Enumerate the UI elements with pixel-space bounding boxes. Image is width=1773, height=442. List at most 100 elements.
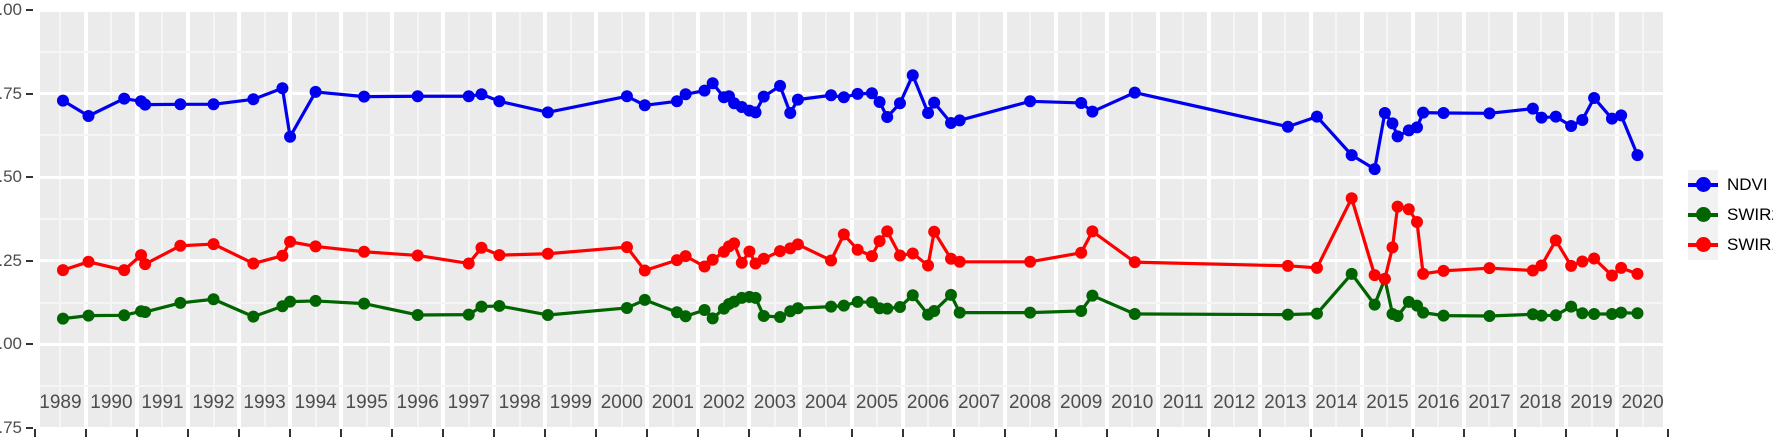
x-tick-mark	[901, 429, 904, 437]
x-tick-label: 2002	[702, 392, 746, 413]
data-point	[541, 106, 554, 119]
x-tick-mark	[1309, 429, 1312, 437]
data-point	[837, 299, 850, 312]
data-point	[1615, 109, 1628, 122]
data-point	[247, 93, 260, 106]
data-point	[462, 257, 475, 270]
x-tick-label: 2005	[855, 392, 899, 413]
data-point	[1128, 86, 1141, 99]
data-point	[670, 95, 683, 108]
data-point	[1128, 307, 1141, 320]
data-point	[462, 90, 475, 103]
data-point	[207, 98, 220, 111]
data-point	[698, 260, 711, 273]
y-tick-label: 1.25	[0, 250, 22, 270]
data-point	[1378, 272, 1391, 285]
x-tick-mark	[1513, 429, 1516, 437]
data-point	[82, 309, 95, 322]
y-tick-mark	[26, 9, 33, 11]
data-point	[698, 303, 711, 316]
data-point	[706, 77, 719, 90]
x-tick-mark	[748, 429, 751, 437]
data-point	[791, 93, 804, 106]
data-point	[1605, 307, 1618, 320]
x-tick-mark	[289, 429, 292, 437]
data-point	[851, 295, 864, 308]
x-tick-label: 2003	[753, 392, 797, 413]
y-tick-label: 1.00	[0, 334, 22, 354]
x-tick-label: 2000	[600, 392, 643, 413]
data-point	[493, 95, 506, 108]
y-tick-mark	[26, 176, 33, 179]
data-point	[276, 249, 289, 262]
data-point	[620, 90, 633, 103]
x-tick-mark	[1156, 429, 1159, 437]
legend-item-ndvi[interactable]: NDVI	[1688, 170, 1772, 200]
data-point	[1549, 309, 1562, 322]
data-point	[757, 252, 770, 265]
data-point	[309, 294, 322, 307]
data-point	[207, 293, 220, 306]
legend-key-icon	[1688, 200, 1718, 230]
x-tick-mark	[1105, 429, 1108, 437]
data-point	[774, 79, 787, 92]
data-point	[620, 241, 633, 254]
x-tick-mark	[952, 429, 955, 437]
y-gridline-major	[40, 10, 1663, 12]
x-tick-mark	[1411, 429, 1414, 437]
data-point	[174, 239, 187, 252]
data-point	[679, 88, 692, 101]
x-tick-label: 2016	[1417, 392, 1460, 413]
data-point	[475, 300, 488, 313]
x-tick-mark	[850, 429, 853, 437]
data-point	[284, 235, 297, 248]
data-point	[118, 309, 131, 322]
data-point	[1483, 107, 1496, 120]
x-tick-label: 1993	[243, 392, 286, 413]
data-point	[851, 87, 864, 100]
data-point	[953, 114, 966, 127]
x-tick-mark	[84, 429, 87, 437]
data-point	[541, 308, 554, 321]
data-point	[56, 94, 69, 107]
data-point	[1086, 289, 1099, 302]
data-point	[620, 301, 633, 314]
x-tick-mark	[544, 429, 547, 437]
data-point	[865, 87, 878, 100]
data-point	[791, 238, 804, 251]
data-point	[56, 312, 69, 325]
data-point	[1526, 102, 1539, 115]
data-point	[893, 97, 906, 110]
data-point	[309, 85, 322, 98]
data-point	[493, 249, 506, 262]
x-tick-label: 2020	[1621, 392, 1664, 413]
x-tick-mark	[442, 429, 445, 437]
data-point	[881, 225, 894, 238]
series-line	[61, 196, 1640, 281]
x-tick-label: 1997	[447, 392, 490, 413]
data-point	[1576, 307, 1589, 320]
data-point	[1024, 255, 1037, 268]
data-point	[1310, 307, 1323, 320]
data-point	[774, 245, 787, 258]
x-tick-mark	[799, 429, 802, 437]
data-point	[1075, 246, 1088, 259]
data-point	[1128, 256, 1141, 269]
data-point	[82, 110, 95, 122]
legend-key-icon	[1688, 230, 1718, 260]
legend-dot-icon	[1696, 237, 1711, 252]
legend-item-swir2[interactable]: SWIR2	[1688, 200, 1773, 230]
data-point	[1417, 267, 1430, 280]
data-point	[1565, 300, 1578, 313]
data-point	[906, 289, 919, 302]
y-tick-mark	[26, 343, 33, 346]
data-point	[1024, 95, 1037, 108]
y-gridline-minor	[40, 50, 1663, 53]
data-point	[1391, 309, 1404, 322]
data-point	[1402, 203, 1415, 216]
data-point	[82, 255, 95, 268]
data-point	[411, 308, 424, 321]
x-tick-label: 2009	[1060, 392, 1103, 413]
legend-item-swir1[interactable]: SWIR1	[1688, 230, 1773, 260]
data-point	[749, 291, 762, 304]
